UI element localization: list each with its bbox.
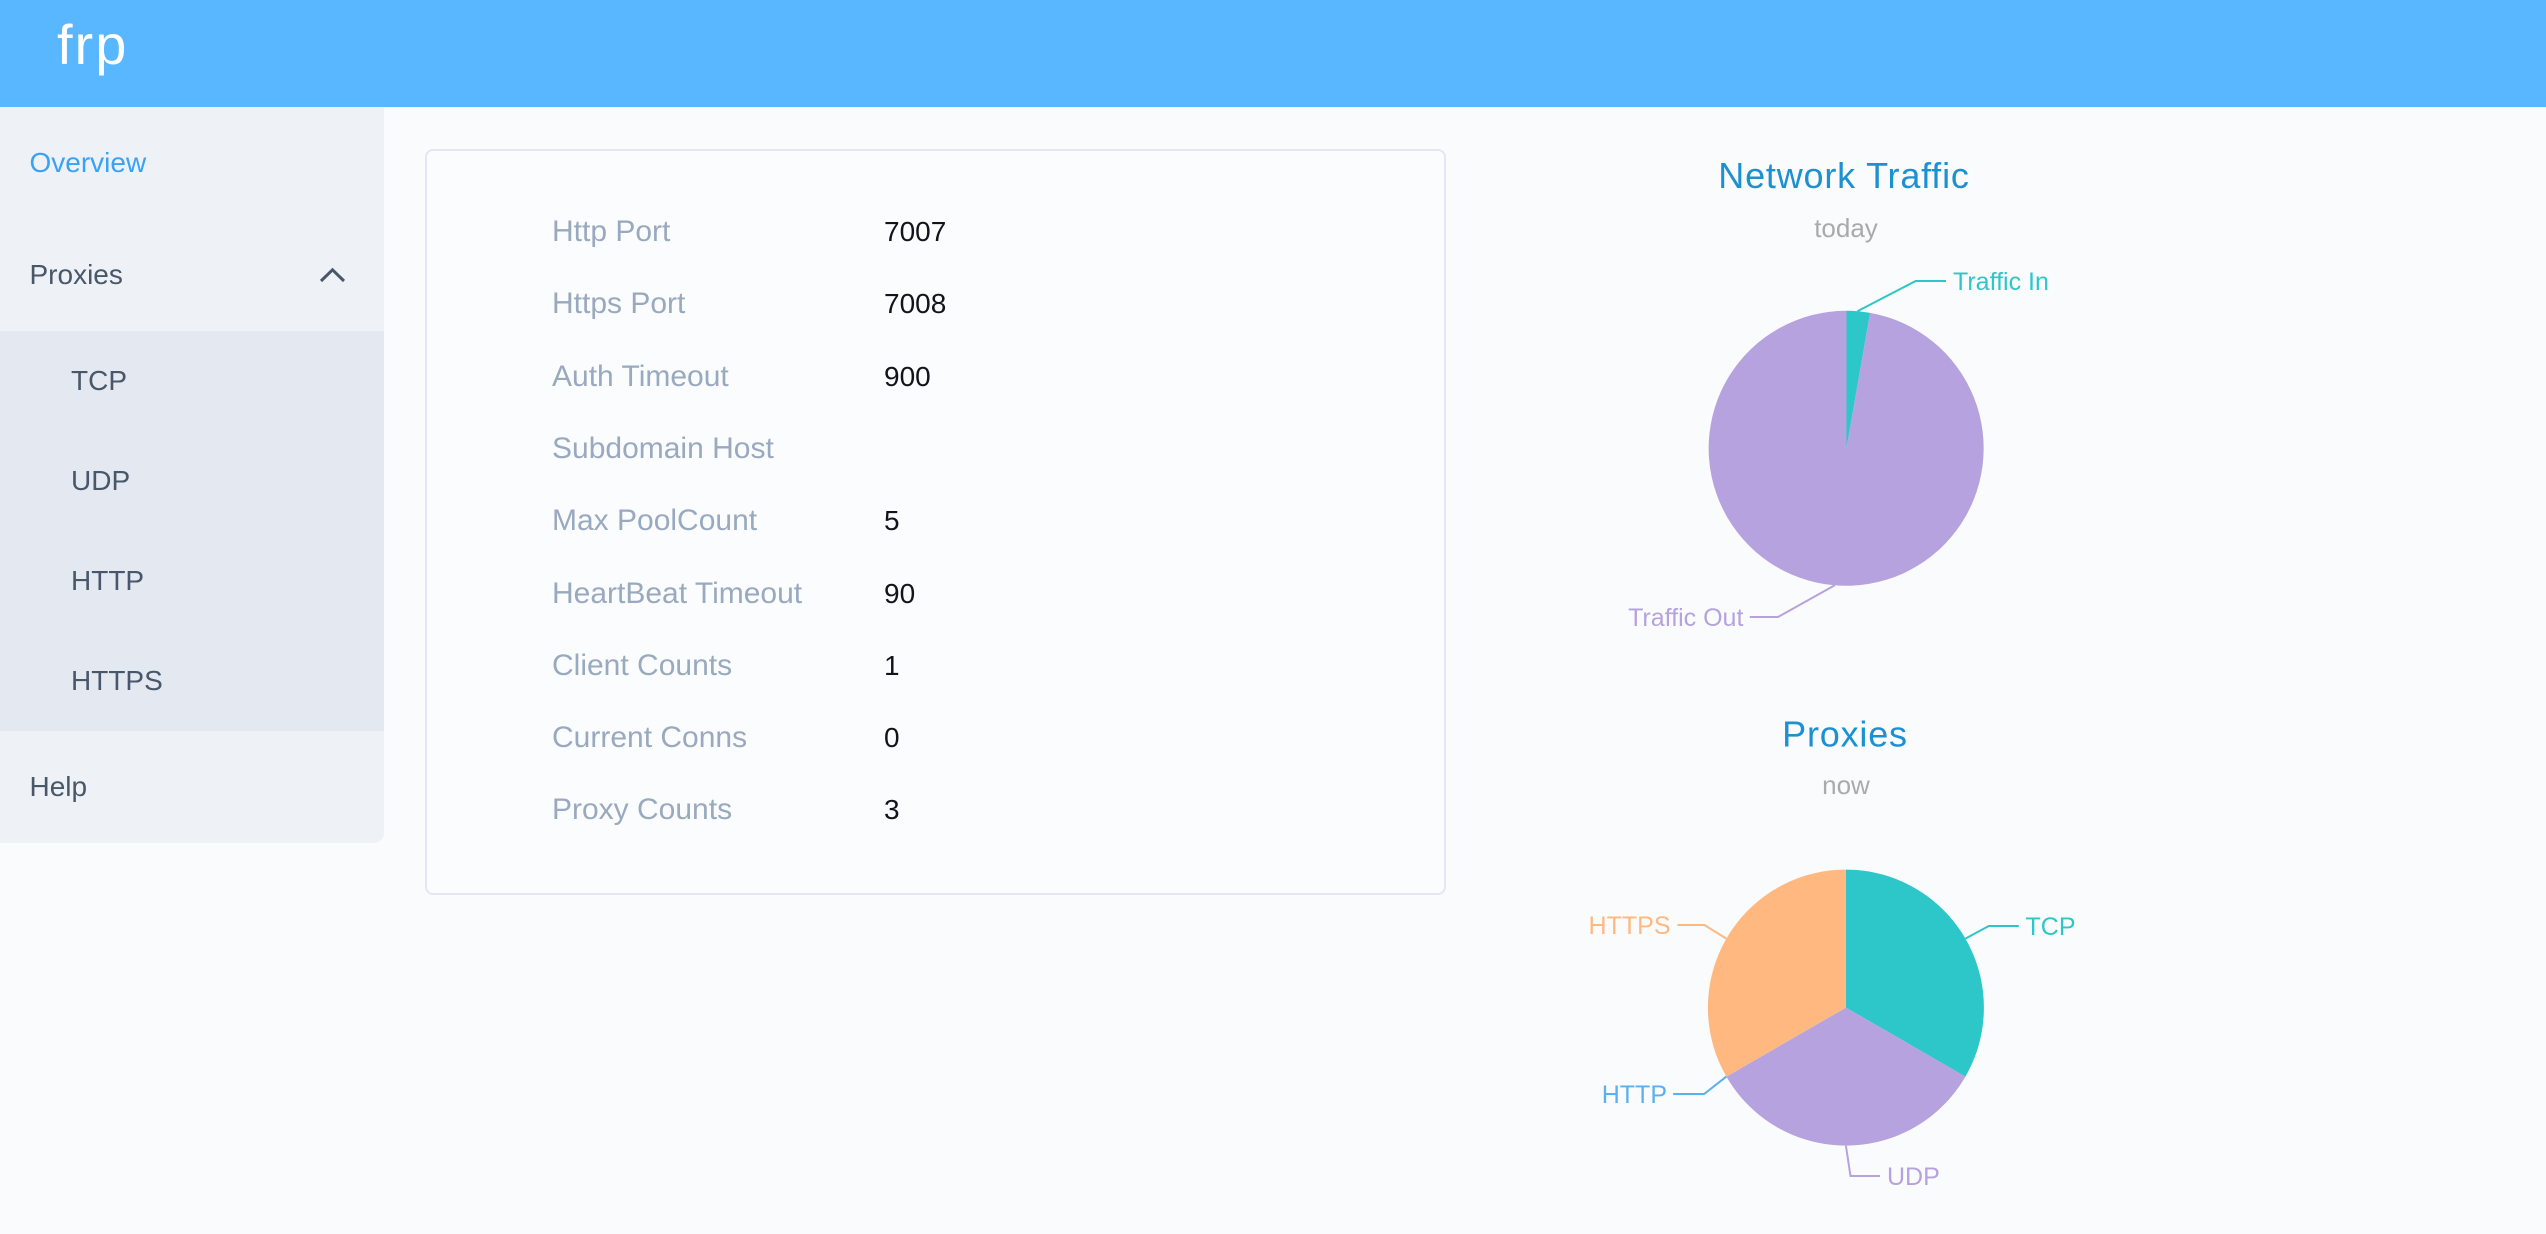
svg-text:now: now (1822, 770, 1870, 800)
svg-text:Traffic In: Traffic In (1953, 268, 2049, 296)
svg-text:UDP: UDP (1887, 1163, 1940, 1191)
svg-text:today: today (1814, 213, 1878, 243)
svg-text:HTTPS: HTTPS (1589, 912, 1671, 940)
svg-text:Network Traffic: Network Traffic (1718, 155, 1969, 196)
svg-text:Proxies: Proxies (1782, 714, 1908, 755)
svg-text:Traffic Out: Traffic Out (1628, 604, 1743, 632)
svg-text:TCP: TCP (2026, 913, 2076, 941)
svg-text:HTTP: HTTP (1602, 1081, 1667, 1109)
